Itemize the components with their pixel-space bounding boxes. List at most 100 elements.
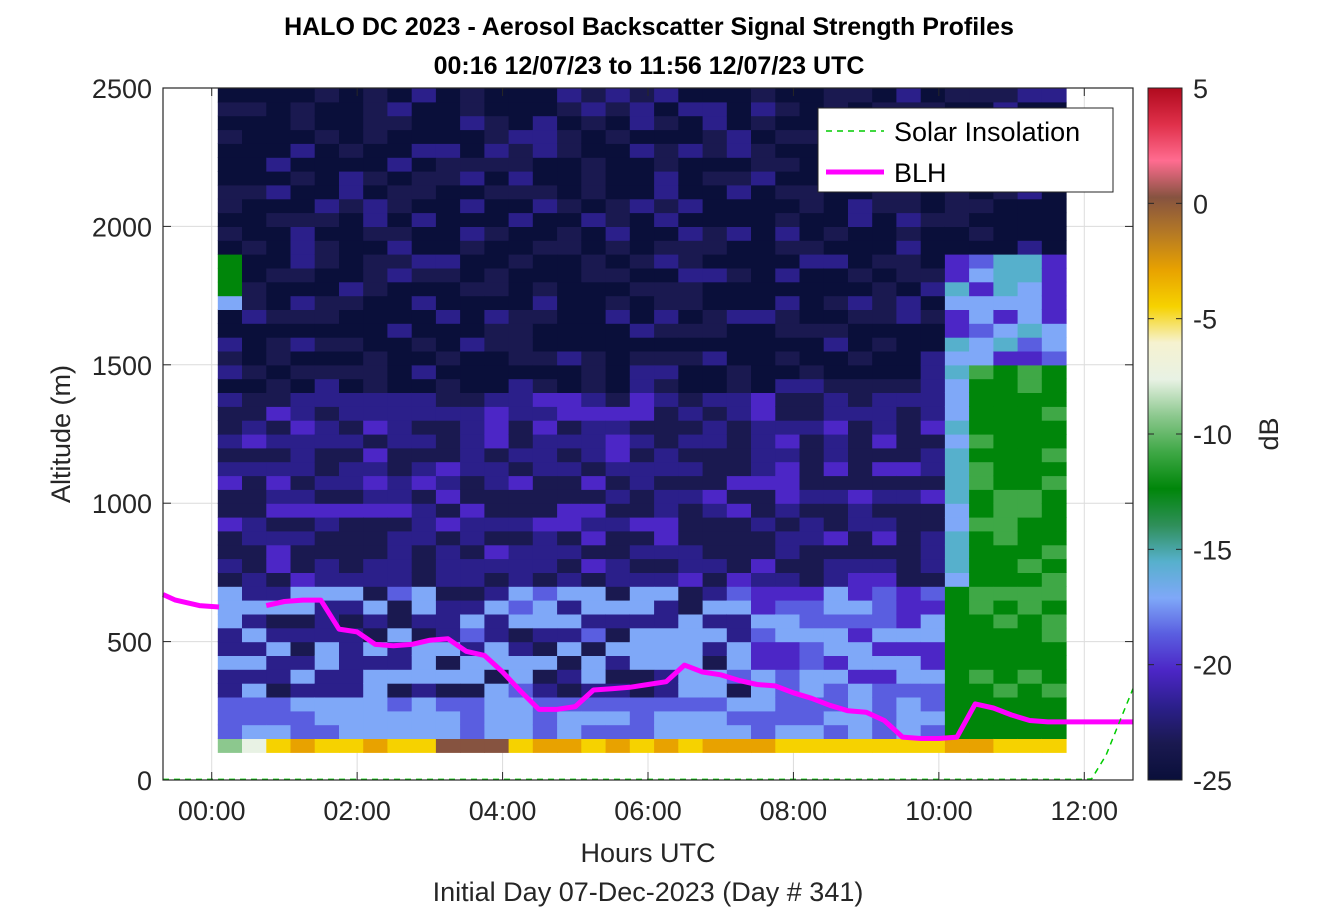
heatmap-cell [363, 586, 388, 601]
heatmap-cell [751, 434, 776, 449]
heatmap-cell [848, 697, 873, 712]
heatmap-cell [920, 724, 946, 739]
heatmap-cell [435, 212, 461, 227]
heatmap-cell [217, 267, 243, 283]
heatmap-cell [411, 406, 437, 421]
heatmap-cell [460, 558, 485, 573]
heatmap-cell [848, 489, 873, 504]
heatmap-cell [823, 503, 849, 518]
heatmap-cell [411, 184, 437, 200]
heatmap-cell [993, 544, 1019, 560]
heatmap-cell [314, 351, 340, 366]
heatmap-cell [726, 198, 752, 214]
heatmap-cell [508, 88, 534, 103]
heatmap-cell [775, 655, 801, 670]
heatmap-cell [411, 378, 437, 393]
heatmap-cell [775, 309, 801, 324]
heatmap-cell [629, 697, 655, 712]
heatmap-cell [484, 212, 510, 227]
heatmap-cell [823, 641, 849, 656]
heatmap-cell [775, 544, 801, 560]
heatmap-cell [557, 738, 582, 753]
heatmap-cell [872, 613, 897, 629]
heatmap-cell [581, 724, 607, 739]
heatmap-cell [557, 309, 582, 324]
heatmap-cell [557, 420, 582, 435]
heatmap-cell [969, 406, 994, 421]
heatmap-cell [920, 406, 946, 421]
heatmap-cell [532, 683, 558, 698]
heatmap-cell [411, 710, 437, 726]
heatmap-cell [605, 627, 631, 643]
heatmap-cell [702, 212, 728, 227]
heatmap-cell [581, 544, 607, 560]
heatmap-cell [726, 171, 752, 186]
heatmap-cell [435, 572, 461, 587]
heatmap-cell [726, 558, 752, 573]
heatmap-cell [678, 475, 704, 490]
heatmap-cell [799, 503, 825, 518]
heatmap-cell [242, 281, 267, 297]
heatmap-cell [920, 434, 946, 449]
heatmap-cell [920, 600, 946, 615]
heatmap-cell [435, 143, 461, 158]
heatmap-cell [532, 655, 558, 670]
heatmap-cell [823, 517, 849, 532]
heatmap-cell [823, 655, 849, 670]
heatmap-cell [290, 558, 316, 573]
heatmap-cell [848, 669, 873, 684]
heatmap-cell [435, 392, 461, 407]
heatmap-cell [702, 101, 728, 117]
heatmap-cell [678, 378, 704, 393]
heatmap-cell [460, 503, 485, 518]
heatmap-cell [702, 710, 728, 726]
heatmap-cell [242, 724, 267, 739]
heatmap-cell [387, 655, 413, 670]
heatmap-cell [751, 392, 776, 407]
heatmap-cell [944, 406, 970, 421]
heatmap-cell [290, 323, 316, 338]
heatmap-cell [654, 309, 679, 324]
heatmap-cell [726, 323, 752, 338]
heatmap-cell [678, 295, 704, 310]
heatmap-cell [702, 378, 728, 393]
heatmap-cell [799, 517, 825, 532]
heatmap-cell [605, 586, 631, 601]
heatmap-cell [654, 683, 679, 698]
heatmap-cell [411, 267, 437, 283]
heatmap-cell [532, 406, 558, 421]
heatmap-cell [823, 461, 849, 477]
heatmap-cell [435, 420, 461, 435]
heatmap-cell [217, 240, 243, 255]
heatmap-cell [969, 669, 994, 684]
heatmap-cell [944, 420, 970, 435]
heatmap-cell [654, 724, 679, 739]
heatmap-cell [605, 226, 631, 241]
heatmap-cell [411, 309, 437, 324]
heatmap-cell [508, 544, 534, 560]
heatmap-cell [872, 461, 897, 477]
heatmap-cell [944, 600, 970, 615]
heatmap-cell [848, 281, 873, 297]
heatmap-cell [654, 323, 679, 338]
heatmap-cell [242, 461, 267, 477]
heatmap-cell [217, 669, 243, 684]
heatmap-cell [314, 627, 340, 643]
heatmap-cell [799, 295, 825, 310]
heatmap-cell [678, 530, 704, 546]
heatmap-cell [823, 226, 849, 241]
heatmap-cell [678, 586, 704, 601]
heatmap-cell [363, 351, 388, 366]
heatmap-cell [339, 392, 364, 407]
heatmap-cell [702, 655, 728, 670]
heatmap-cell [654, 184, 679, 200]
heatmap-cell [751, 254, 776, 269]
heatmap-cell [993, 406, 1019, 421]
heatmap-cell [581, 281, 607, 297]
heatmap-cell [702, 143, 728, 158]
heatmap-cell [363, 489, 388, 504]
heatmap-cell [484, 613, 510, 629]
heatmap-cell [460, 434, 485, 449]
heatmap-cell [1017, 572, 1043, 587]
heatmap-cell [217, 586, 243, 601]
